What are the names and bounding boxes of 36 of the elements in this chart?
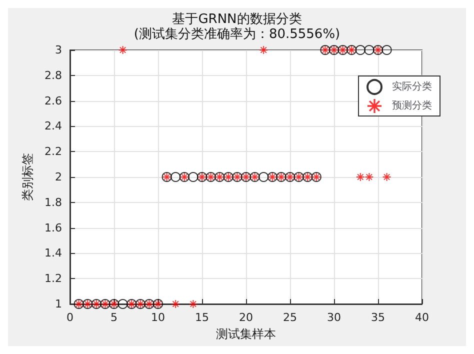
y-tick-label: 1.2 (44, 272, 62, 286)
point (258, 172, 269, 182)
y-tick-label: 3 (55, 44, 62, 56)
y-tick-label: 2.4 (44, 120, 62, 133)
point (118, 299, 128, 309)
x-tick-label: 40 (415, 311, 429, 324)
y-tick-label: 1 (55, 298, 62, 310)
x-tick-label: 5 (110, 311, 118, 324)
point (364, 45, 374, 55)
point (170, 172, 181, 182)
legend-label: 实际分类 (392, 80, 432, 92)
point (260, 46, 268, 54)
y-tick-label: 1.8 (44, 196, 62, 209)
x-tick-label: 20 (239, 311, 253, 324)
y-tick-label: 2.2 (44, 145, 62, 158)
x-tick-label: 30 (327, 311, 341, 324)
y-tick-label: 1.6 (44, 221, 62, 234)
y-tick-label: 2 (55, 170, 62, 184)
chart-title: 基于GRNN的数据分类 (172, 12, 302, 27)
y-tick-label: 1.4 (44, 246, 62, 260)
legend-label: 预测分类 (392, 100, 432, 112)
x-tick-label: 25 (283, 311, 297, 324)
chart-subtitle: (测试集分类准确率为：80.5556%) (134, 26, 340, 42)
x-tick-label: 0 (66, 311, 74, 324)
point (356, 173, 364, 181)
point (188, 172, 198, 182)
point (382, 45, 392, 55)
y-tick-label: 2.8 (44, 68, 62, 82)
x-tick-label: 35 (371, 311, 385, 324)
x-tick-label: 15 (195, 311, 209, 324)
point (172, 300, 180, 308)
y-tick-label: 2.6 (44, 94, 62, 108)
x-axis-title: 测试集样本 (216, 326, 276, 341)
x-tick-label: 10 (151, 311, 165, 324)
point (355, 45, 366, 55)
y-axis-title: 类别标签 (20, 153, 35, 201)
